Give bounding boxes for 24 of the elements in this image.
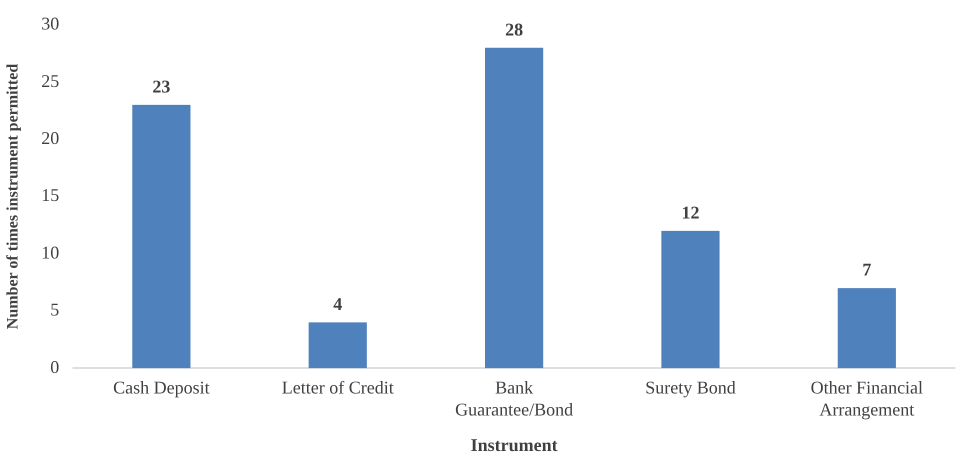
y-tick-label: 30: [41, 14, 60, 34]
y-axis-title: Number of times instrument permitted: [4, 64, 22, 330]
x-tick-label: Surety Bond: [645, 378, 736, 398]
x-tick-label: Cash Deposit: [113, 378, 210, 398]
y-tick-label: 20: [41, 128, 60, 148]
x-tick-label: Other Financial Arrangement: [810, 378, 924, 420]
bar: [661, 230, 720, 368]
y-tick-label: 5: [50, 300, 60, 320]
bar: [838, 288, 896, 368]
x-axis-title: Instrument: [470, 434, 558, 455]
data-label: 7: [862, 260, 872, 280]
y-tick-label: 15: [41, 185, 60, 206]
data-label: 23: [152, 76, 170, 97]
data-label: 4: [333, 294, 342, 314]
y-tick-label: 25: [41, 70, 60, 91]
x-tick-label: Letter of Credit: [282, 378, 394, 398]
y-tick-label: 10: [41, 242, 60, 262]
bar: [308, 322, 367, 368]
data-label: 28: [505, 19, 524, 40]
x-tick-label: Bank Guarantee/Bond: [455, 378, 574, 420]
y-tick-label: 0: [50, 356, 60, 377]
bar: [132, 104, 190, 368]
bar: [485, 48, 544, 368]
data-label: 12: [681, 202, 700, 222]
